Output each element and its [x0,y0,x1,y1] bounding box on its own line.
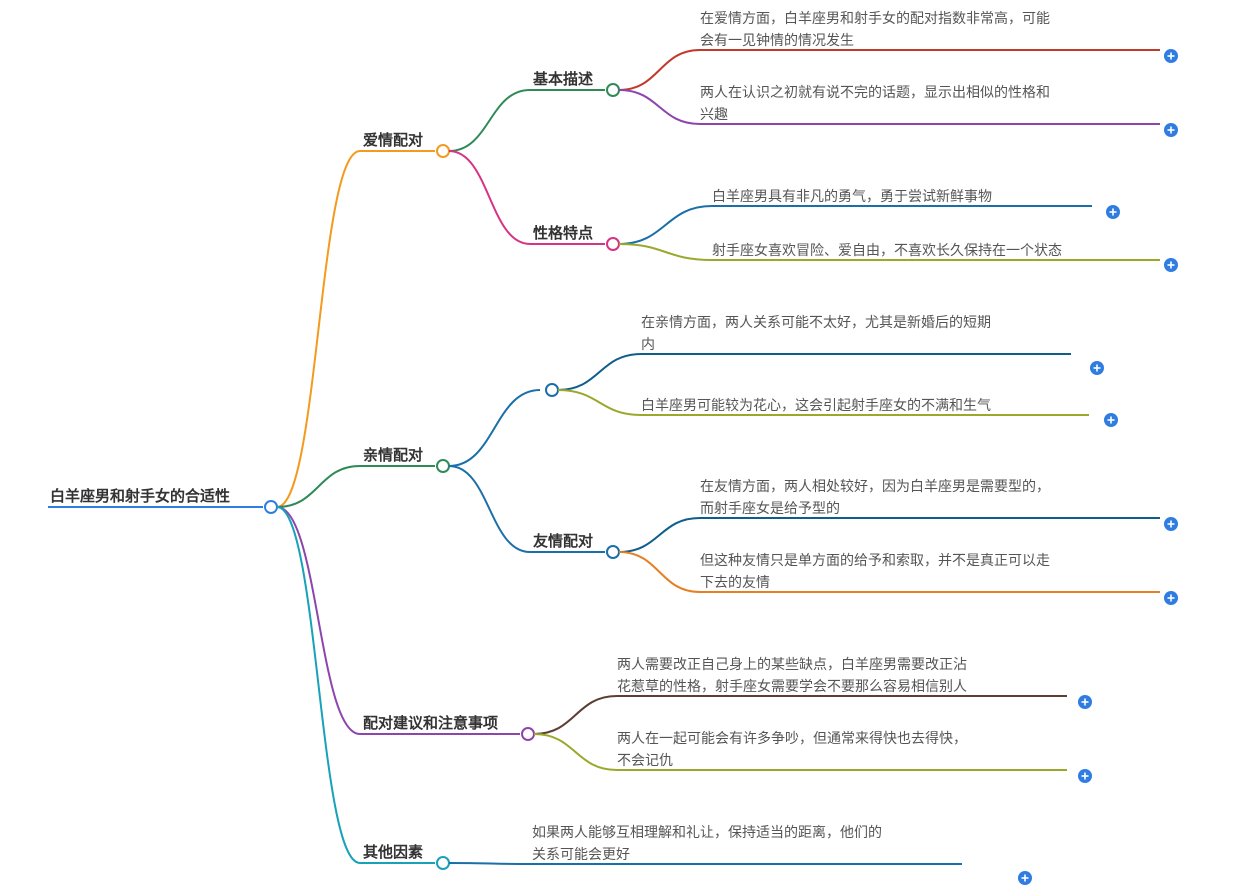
l3-line0: 白羊座男具有非凡的勇气，勇于尝试新鲜事物 [712,188,992,204]
edge [277,466,360,507]
edge [277,151,360,507]
l1: 在爱情方面，白羊座男和射手女的配对指数非常高，可能会有一见钟情的情况发生 [700,10,1050,48]
edge [449,466,530,552]
l9-line0: 两人需要改正自己身上的某些缺点，白羊座男需要改正沾 [617,656,967,672]
l9-line1: 花惹草的性格，射手座女需要学会不要那么容易相信别人 [617,678,967,694]
edge [619,90,700,124]
l10-line0: 两人在一起可能会有许多争吵，但通常来得快也去得快， [617,730,967,746]
edge [534,734,617,770]
l1-line0: 在爱情方面，白羊座男和射手女的配对指数非常高，可能 [700,10,1050,26]
edge [534,696,617,734]
edge [619,518,700,552]
l9-expand[interactable] [1078,695,1092,709]
l8-expand[interactable] [1164,591,1178,605]
l8-line1: 下去的友情 [700,574,770,590]
l9: 两人需要改正自己身上的某些缺点，白羊座男需要改正沾花惹草的性格，射手座女需要学会… [617,656,967,694]
l1-line1: 会有一见钟情的情况发生 [700,32,854,48]
edge [277,507,360,734]
b1c1-label: 基本描述 [532,70,593,88]
l2: 两人在认识之初就有说不完的话题，显示出相似的性格和兴趣 [700,84,1050,122]
l10: 两人在一起可能会有许多争吵，但通常来得快也去得快， 不会记仇 [617,730,967,768]
l6-expand[interactable] [1104,413,1118,427]
l2-line1: 兴趣 [700,106,728,122]
l6-line0: 白羊座男可能较为花心，这会引起射手座女的不满和生气 [641,397,991,413]
mindmap-canvas: 白羊座男和射手女的合适性 爱情配对 基本描述 在爱情方面，白羊座男和射手女的配对指数非… [0,0,1249,893]
l5: 在亲情方面，两人关系可能不太好，尤其是新婚后的短期内 [641,314,991,352]
b3-label: 配对建议和注意事项 [363,714,498,732]
edge [619,206,712,244]
b1-label: 爱情配对 [363,131,423,149]
l11-line1: 关系可能会更好 [532,846,630,862]
l7: 在友情方面，两人相处较好，因为白羊座男是需要型的， 而射手座女是给予型的 [700,478,1050,516]
l4-line0: 射手座女喜欢冒险、爱自由，不喜欢长久保持在一个状态 [712,242,1062,258]
edge [449,863,532,864]
l1-expand[interactable] [1164,49,1178,63]
l7-line1: 而射手座女是给予型的 [700,500,840,516]
edge [619,50,700,90]
root-label: 白羊座男和射手女的合适性 [50,487,230,505]
edge [449,390,540,466]
l11-expand[interactable] [1018,871,1032,885]
root-ring[interactable] [265,501,277,513]
l6: 白羊座男可能较为花心，这会引起射手座女的不满和生气 [641,397,991,413]
l2-line0: 两人在认识之初就有说不完的话题，显示出相似的性格和 [700,84,1050,100]
b4-label: 其他因素 [363,843,423,861]
b2c1-ring[interactable] [546,384,558,396]
l5-line1: 内 [641,336,655,352]
edge [449,151,530,244]
edge [558,354,641,390]
l10-line1: 不会记仇 [617,752,673,768]
l10-expand[interactable] [1078,769,1092,783]
edge [619,552,700,592]
b1c2-ring[interactable] [607,238,619,250]
l5-expand[interactable] [1090,361,1104,375]
b1c2-label: 性格特点 [533,224,593,242]
l2-expand[interactable] [1164,123,1178,137]
b2c2-label: 友情配对 [533,532,593,550]
l8-line0: 但这种友情只是单方面的给予和索取，并不是真正可以走 [700,552,1050,568]
l8: 但这种友情只是单方面的给予和索取，并不是真正可以走下去的友情 [700,552,1050,590]
l7-line0: 在友情方面，两人相处较好，因为白羊座男是需要型的， [700,478,1050,494]
b1c1-ring[interactable] [607,84,619,96]
l4: 射手座女喜欢冒险、爱自由，不喜欢长久保持在一个状态 [712,242,1062,258]
b3-ring[interactable] [522,728,534,740]
b2c2-ring[interactable] [607,546,619,558]
l4-expand[interactable] [1164,258,1178,272]
l11: 如果两人能够互相理解和礼让，保持适当的距离，他们的关系可能会更好 [532,824,882,862]
l5-line0: 在亲情方面，两人关系可能不太好，尤其是新婚后的短期 [641,314,991,330]
edge [558,390,641,415]
edge [449,90,530,151]
b4-ring[interactable] [437,857,449,869]
l11-line0: 如果两人能够互相理解和礼让，保持适当的距离，他们的 [532,824,882,840]
l3-expand[interactable] [1106,205,1120,219]
b1-ring[interactable] [437,145,449,157]
b2-ring[interactable] [437,460,449,472]
edge [277,507,360,863]
l7-expand[interactable] [1164,517,1178,531]
l3: 白羊座男具有非凡的勇气，勇于尝试新鲜事物 [712,188,992,204]
edge [619,244,712,260]
b2-label: 亲情配对 [363,446,423,464]
